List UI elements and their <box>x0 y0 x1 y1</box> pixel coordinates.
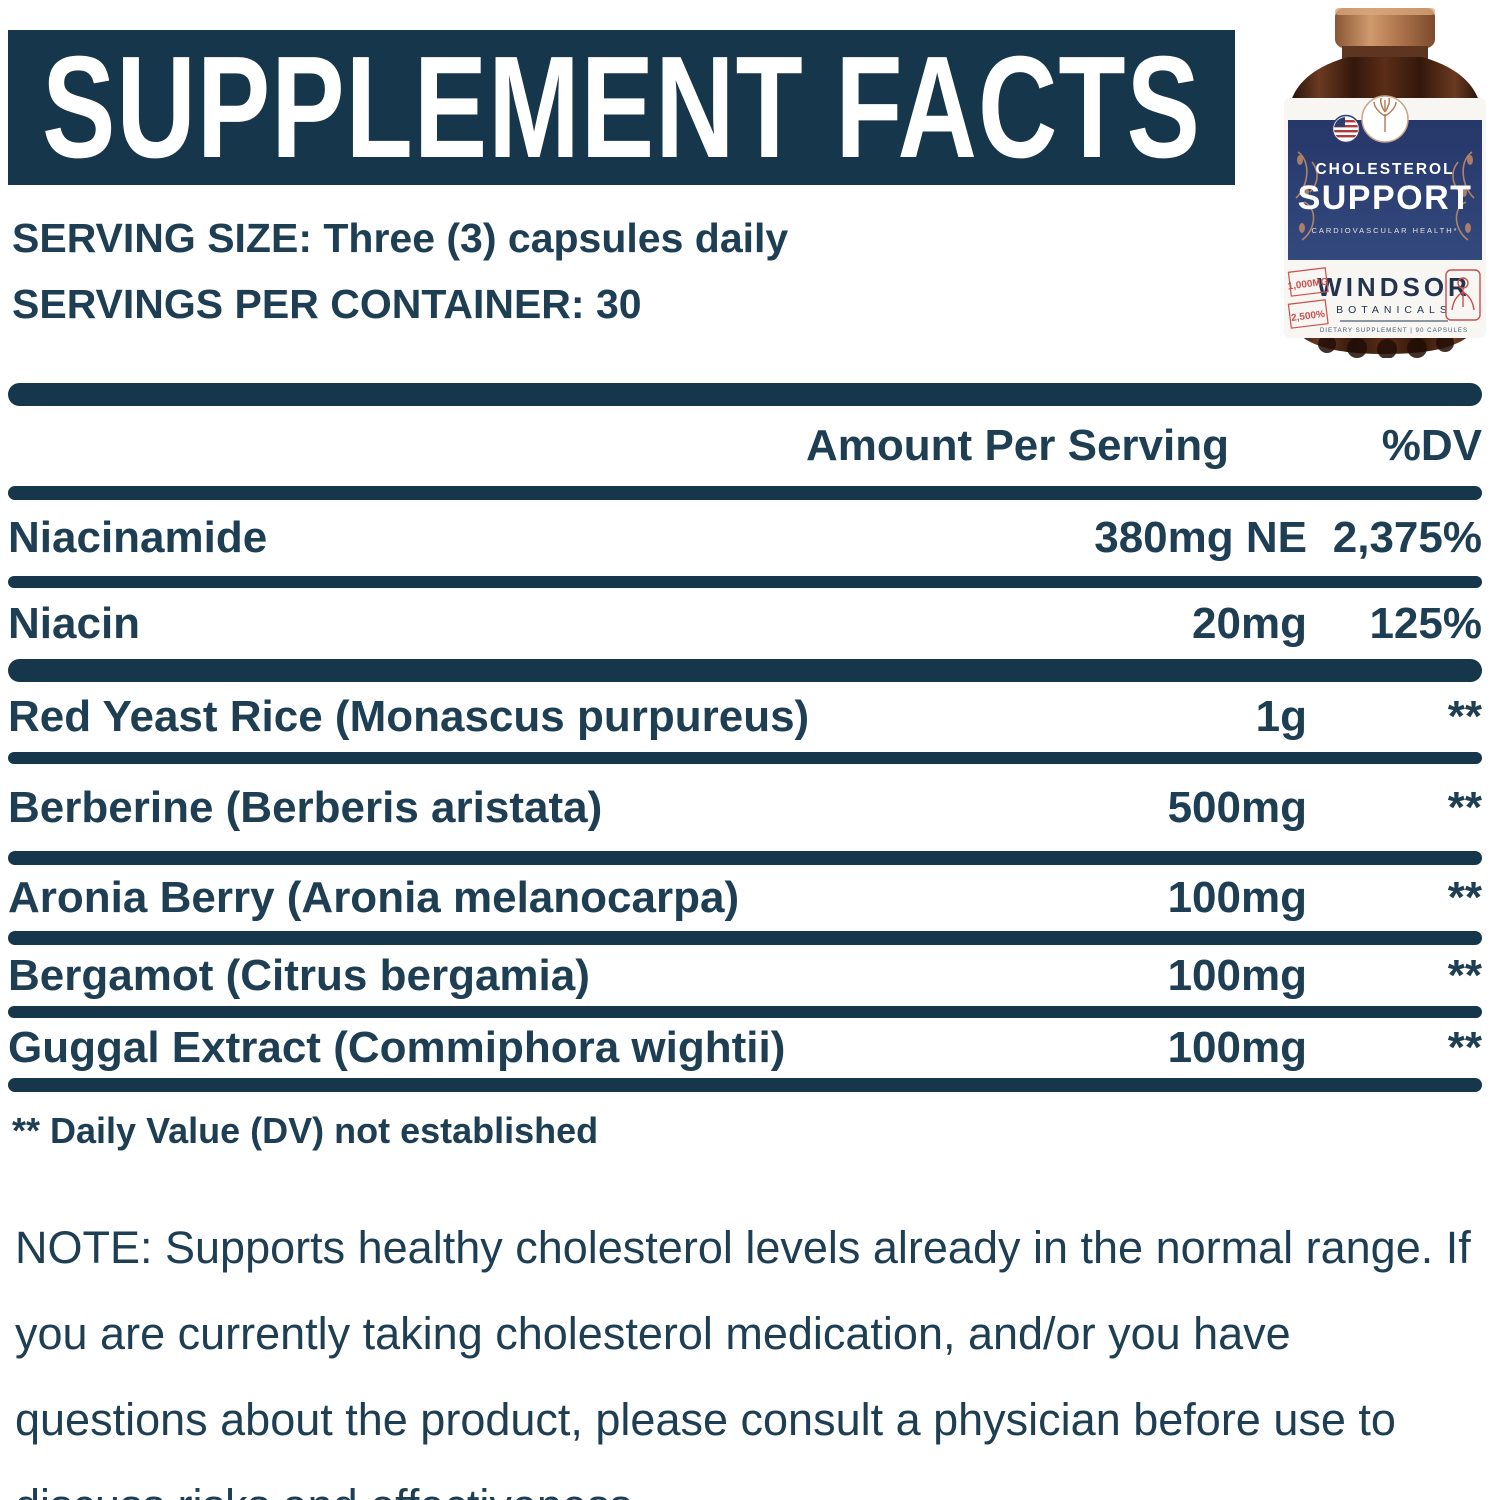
header-amount-per-serving: Amount Per Serving <box>806 421 1229 470</box>
floral-ornaments-icon <box>1295 151 1475 241</box>
ingredient-amount: 380mg NE <box>1094 513 1307 562</box>
ingredient-dv: ** <box>1447 782 1482 832</box>
separator-bar <box>8 1078 1482 1092</box>
ingredient-amount: 500mg <box>1167 782 1307 832</box>
ingredient-dv: ** <box>1447 692 1482 741</box>
svg-text:2,500%: 2,500% <box>1291 309 1326 324</box>
ingredient-dv: ** <box>1447 1023 1482 1072</box>
usage-note: NOTE: Supports healthy cholesterol level… <box>15 1222 1471 1500</box>
svg-text:1,000MG: 1,000MG <box>1287 277 1329 293</box>
ingredient-dv: 125% <box>1369 598 1482 648</box>
product-subtitle: CARDIOVASCULAR HEALTH* <box>1311 226 1458 235</box>
servings-per-container-line: SERVINGS PER CONTAINER: 30 <box>12 281 642 327</box>
dose-stamp-1: 1,000MG <box>1287 267 1329 297</box>
ingredient-name: Guggal Extract (Commiphora wightii) <box>8 1023 786 1072</box>
ingredient-amount: 20mg <box>1192 598 1307 648</box>
capsules <box>1318 334 1454 359</box>
separator-bar <box>8 576 1482 588</box>
table-header-row: Amount Per Serving %DV <box>8 406 1482 486</box>
ingredient-name: Niacinamide <box>8 513 268 562</box>
ingredient-name: Niacin <box>8 598 141 648</box>
serving-info: SERVING SIZE: Three (3) capsules daily S… <box>12 205 1252 337</box>
brand-name-line2: BOTANICALS <box>1336 304 1452 316</box>
figure-badge-icon <box>1445 269 1481 321</box>
facts-table: Amount Per Serving %DV Niacinamide 380mg… <box>8 383 1482 1152</box>
floral-leaves-icon <box>1297 155 1473 233</box>
page-title: SUPPLEMENT FACTS <box>42 26 1201 189</box>
table-row: Niacin 20mg 125% <box>8 588 1482 659</box>
separator-bar <box>8 752 1482 764</box>
table-row: Guggal Extract (Commiphora wightii) 100m… <box>8 1018 1482 1078</box>
table-row: Niacinamide 380mg NE 2,375% <box>8 500 1482 576</box>
dose-stamp-2: 2,500% <box>1287 299 1329 329</box>
ingredient-amount: 100mg <box>1167 1023 1307 1072</box>
tree-logo-badge-icon <box>1361 95 1409 143</box>
ingredient-name: Red Yeast Rice (Monascus purpureus) <box>8 692 810 741</box>
separator-bar <box>8 383 1482 406</box>
bottle-cap <box>1335 8 1435 59</box>
dv-footnote: ** Daily Value (DV) not established <box>12 1110 599 1151</box>
ingredient-name: Aronia Berry (Aronia melanocarpa) <box>8 873 740 922</box>
bottle-svg: CHOLESTEROL SUPPORT CARDIOVASCULAR HEALT… <box>1284 8 1486 359</box>
separator-bar <box>8 931 1482 945</box>
ingredient-amount: 100mg <box>1167 873 1307 922</box>
usa-flag-badge-icon <box>1331 114 1361 144</box>
header-percent-dv: %DV <box>1381 421 1482 470</box>
ingredient-dv: ** <box>1447 873 1482 922</box>
ingredient-dv: 2,375% <box>1332 513 1482 562</box>
separator-bar <box>8 851 1482 865</box>
ingredient-name: Bergamot (Citrus bergamia) <box>8 950 590 1000</box>
ingredient-dv: ** <box>1447 950 1482 1000</box>
label-meta-line: DIETARY SUPPLEMENT | 90 CAPSULES <box>1320 327 1468 334</box>
product-bottle-image: CHOLESTEROL SUPPORT CARDIOVASCULAR HEALT… <box>1282 2 1488 359</box>
product-name-line2: SUPPORT <box>1298 179 1473 217</box>
brand-name-line1: WINDSOR <box>1317 272 1471 302</box>
ingredient-amount: 100mg <box>1167 950 1307 1000</box>
title-banner: SUPPLEMENT FACTS <box>8 26 1235 189</box>
table-row: Red Yeast Rice (Monascus purpureus) 1g *… <box>8 682 1482 752</box>
serving-size-line: SERVING SIZE: Three (3) capsules daily <box>12 215 789 261</box>
ingredient-amount: 1g <box>1255 692 1307 741</box>
product-name-line1: CHOLESTEROL <box>1315 161 1454 178</box>
label-blue-panel <box>1288 120 1482 260</box>
separator-bar <box>8 659 1482 682</box>
separator-bar <box>8 486 1482 500</box>
ingredient-name: Berberine (Berberis aristata) <box>8 782 603 832</box>
separator-bar <box>8 1006 1482 1018</box>
table-row: Aronia Berry (Aronia melanocarpa) 100mg … <box>8 865 1482 931</box>
table-row: Bergamot (Citrus bergamia) 100mg ** <box>8 945 1482 1006</box>
table-row: Berberine (Berberis aristata) 500mg ** <box>8 764 1482 851</box>
